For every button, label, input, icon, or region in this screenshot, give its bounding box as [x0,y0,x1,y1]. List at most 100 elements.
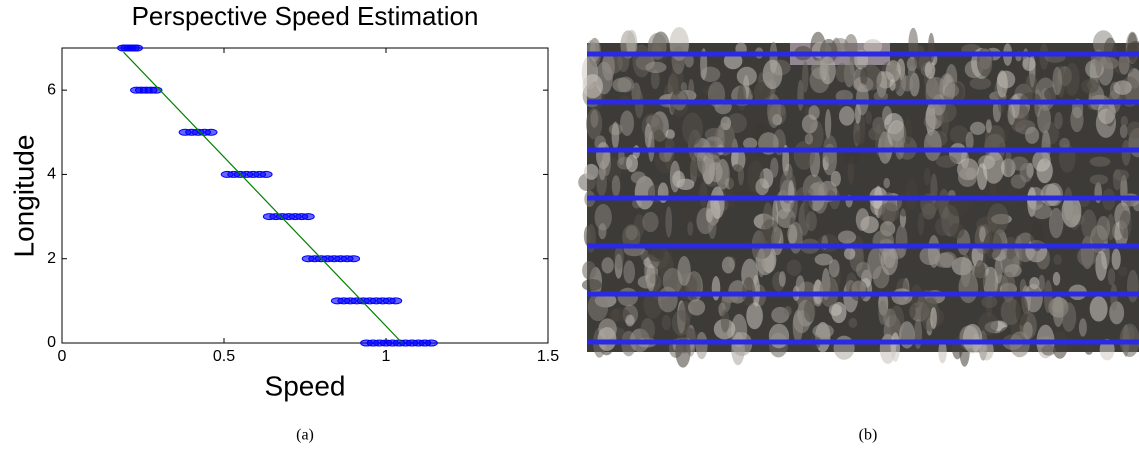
image-texture [711,276,721,301]
image-texture [687,299,706,316]
image-texture [608,307,631,322]
image-texture [786,259,802,276]
image-texture [586,223,596,253]
point [130,44,144,52]
image-texture [833,335,855,360]
image-texture [680,82,688,93]
image-texture [1126,269,1139,303]
point [347,255,361,263]
image-texture [1103,37,1117,63]
image-texture [755,178,770,196]
image-texture [970,121,986,135]
image-texture [1061,195,1082,228]
image-texture [895,224,908,258]
image-texture [1125,325,1135,341]
image-texture [1011,94,1020,119]
image-texture [598,160,606,181]
image-texture [648,130,655,162]
y-tick-label: 4 [47,166,56,183]
image-texture [856,261,871,279]
image-texture [687,271,702,298]
image-texture [626,154,638,173]
image-texture [1100,57,1119,70]
image-texture [917,212,925,236]
image-texture [867,248,882,280]
image-texture [1053,254,1062,266]
image-texture [1118,52,1130,75]
image-texture [581,278,602,292]
image-texture [982,150,1005,184]
image-texture [878,202,900,223]
image-texture [1061,302,1077,332]
image-texture [746,302,763,330]
image-texture [1043,279,1053,314]
image-texture [760,219,781,249]
image-texture [705,208,713,223]
image-texture [678,194,690,225]
image-texture [614,244,624,270]
image-texture [999,327,1012,343]
image-texture [843,247,856,260]
image-texture [934,252,955,268]
image-texture [1036,158,1053,184]
image-texture [611,175,621,197]
image-texture [924,61,936,79]
image-texture [855,208,870,231]
image-texture [1052,271,1061,286]
image-texture [828,303,842,316]
image-texture [951,257,973,276]
image-texture [984,136,991,156]
image-texture [737,84,747,111]
image-texture [1051,331,1068,359]
image-texture [587,293,609,322]
image-texture [930,307,937,329]
image-texture [720,309,730,333]
image-texture [868,127,882,141]
image-texture [783,305,792,317]
image-texture [996,70,1008,98]
image-texture [661,314,672,331]
image-texture [1120,115,1129,127]
image-texture [891,288,913,305]
image-texture [1032,204,1052,220]
image-texture [979,226,986,243]
image-texture [787,224,798,245]
image-texture [721,256,735,274]
caption: (b) [859,427,878,444]
image-texture [1059,137,1070,150]
image-texture [1001,271,1016,303]
image-texture [901,75,914,92]
image-texture [835,63,849,83]
image-texture [939,73,956,105]
x-tick-label: 0.5 [213,348,235,365]
image-texture [1090,225,1109,254]
image-texture [710,186,725,220]
image-texture [812,324,834,339]
image-texture [941,109,949,137]
image-texture [625,314,635,327]
image-texture [767,94,781,128]
image-texture [726,113,747,134]
image-texture [665,129,675,140]
y-axis-label: Longitude [8,134,39,257]
image-texture [1037,104,1051,134]
x-axis-label: Speed [265,370,346,401]
image-texture [923,129,942,162]
image-texture [682,112,704,146]
image-texture [1000,297,1021,326]
image-texture [1126,121,1139,139]
image-texture [962,323,983,354]
image-texture [602,52,615,81]
image-texture [721,291,731,313]
image-texture [1095,250,1107,281]
image-texture [620,110,635,136]
image-texture [938,340,947,364]
image-texture [837,230,857,244]
image-texture [802,60,809,93]
image-texture [844,149,860,165]
image-texture [805,211,817,232]
image-texture [1041,130,1051,164]
image-texture [707,312,714,337]
image-texture [880,245,899,276]
image-texture [1038,274,1045,292]
